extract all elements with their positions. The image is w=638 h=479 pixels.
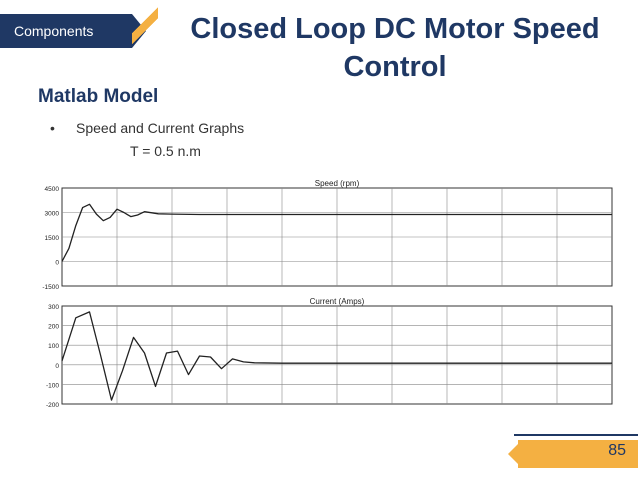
slide-subtitle: Matlab Model	[38, 86, 159, 107]
page-badge: 85	[508, 434, 638, 468]
data-line	[61, 311, 612, 401]
page-badge-bg	[518, 440, 638, 468]
y-tick-label: -200	[46, 402, 59, 409]
current-plot: 300 200 100 0 -100 -200 Current (Amps)	[46, 297, 613, 409]
plot-title: Current (Amps)	[310, 297, 365, 306]
y-tick-label: -100	[46, 382, 59, 389]
y-tick-label: 300	[48, 304, 59, 311]
plot-title: Speed (rpm)	[315, 179, 360, 188]
y-tick-label: -1500	[42, 284, 59, 291]
section-tag-accent	[132, 0, 158, 48]
y-tick-label: 200	[48, 324, 59, 331]
bullet-dot-icon: •	[50, 120, 55, 136]
bullet-text: Speed and Current Graphs	[76, 120, 245, 136]
y-tick-label: 0	[55, 363, 59, 370]
bullet-item: • Speed and Current Graphs	[50, 120, 244, 136]
page-number: 85	[608, 442, 626, 459]
y-tick-label: 1500	[45, 235, 60, 242]
torque-label: T = 0.5 n.m	[130, 143, 201, 159]
section-tag-label: Components	[14, 23, 94, 39]
y-tick-label: 3000	[45, 211, 60, 218]
matlab-figure: 4500 3000 1500 0 -1500 Speed (rpm) 300 200 100 0…	[42, 179, 613, 409]
y-tick-label: 0	[55, 260, 59, 267]
y-tick-label: 4500	[45, 186, 60, 193]
y-tick-label: 100	[48, 343, 59, 350]
page-badge-line	[514, 434, 638, 436]
section-tag: Components	[0, 14, 132, 48]
speed-plot: 4500 3000 1500 0 -1500 Speed (rpm)	[42, 179, 613, 291]
slide-title: Closed Loop DC Motor Speed Control	[190, 13, 600, 83]
data-line	[61, 203, 612, 262]
